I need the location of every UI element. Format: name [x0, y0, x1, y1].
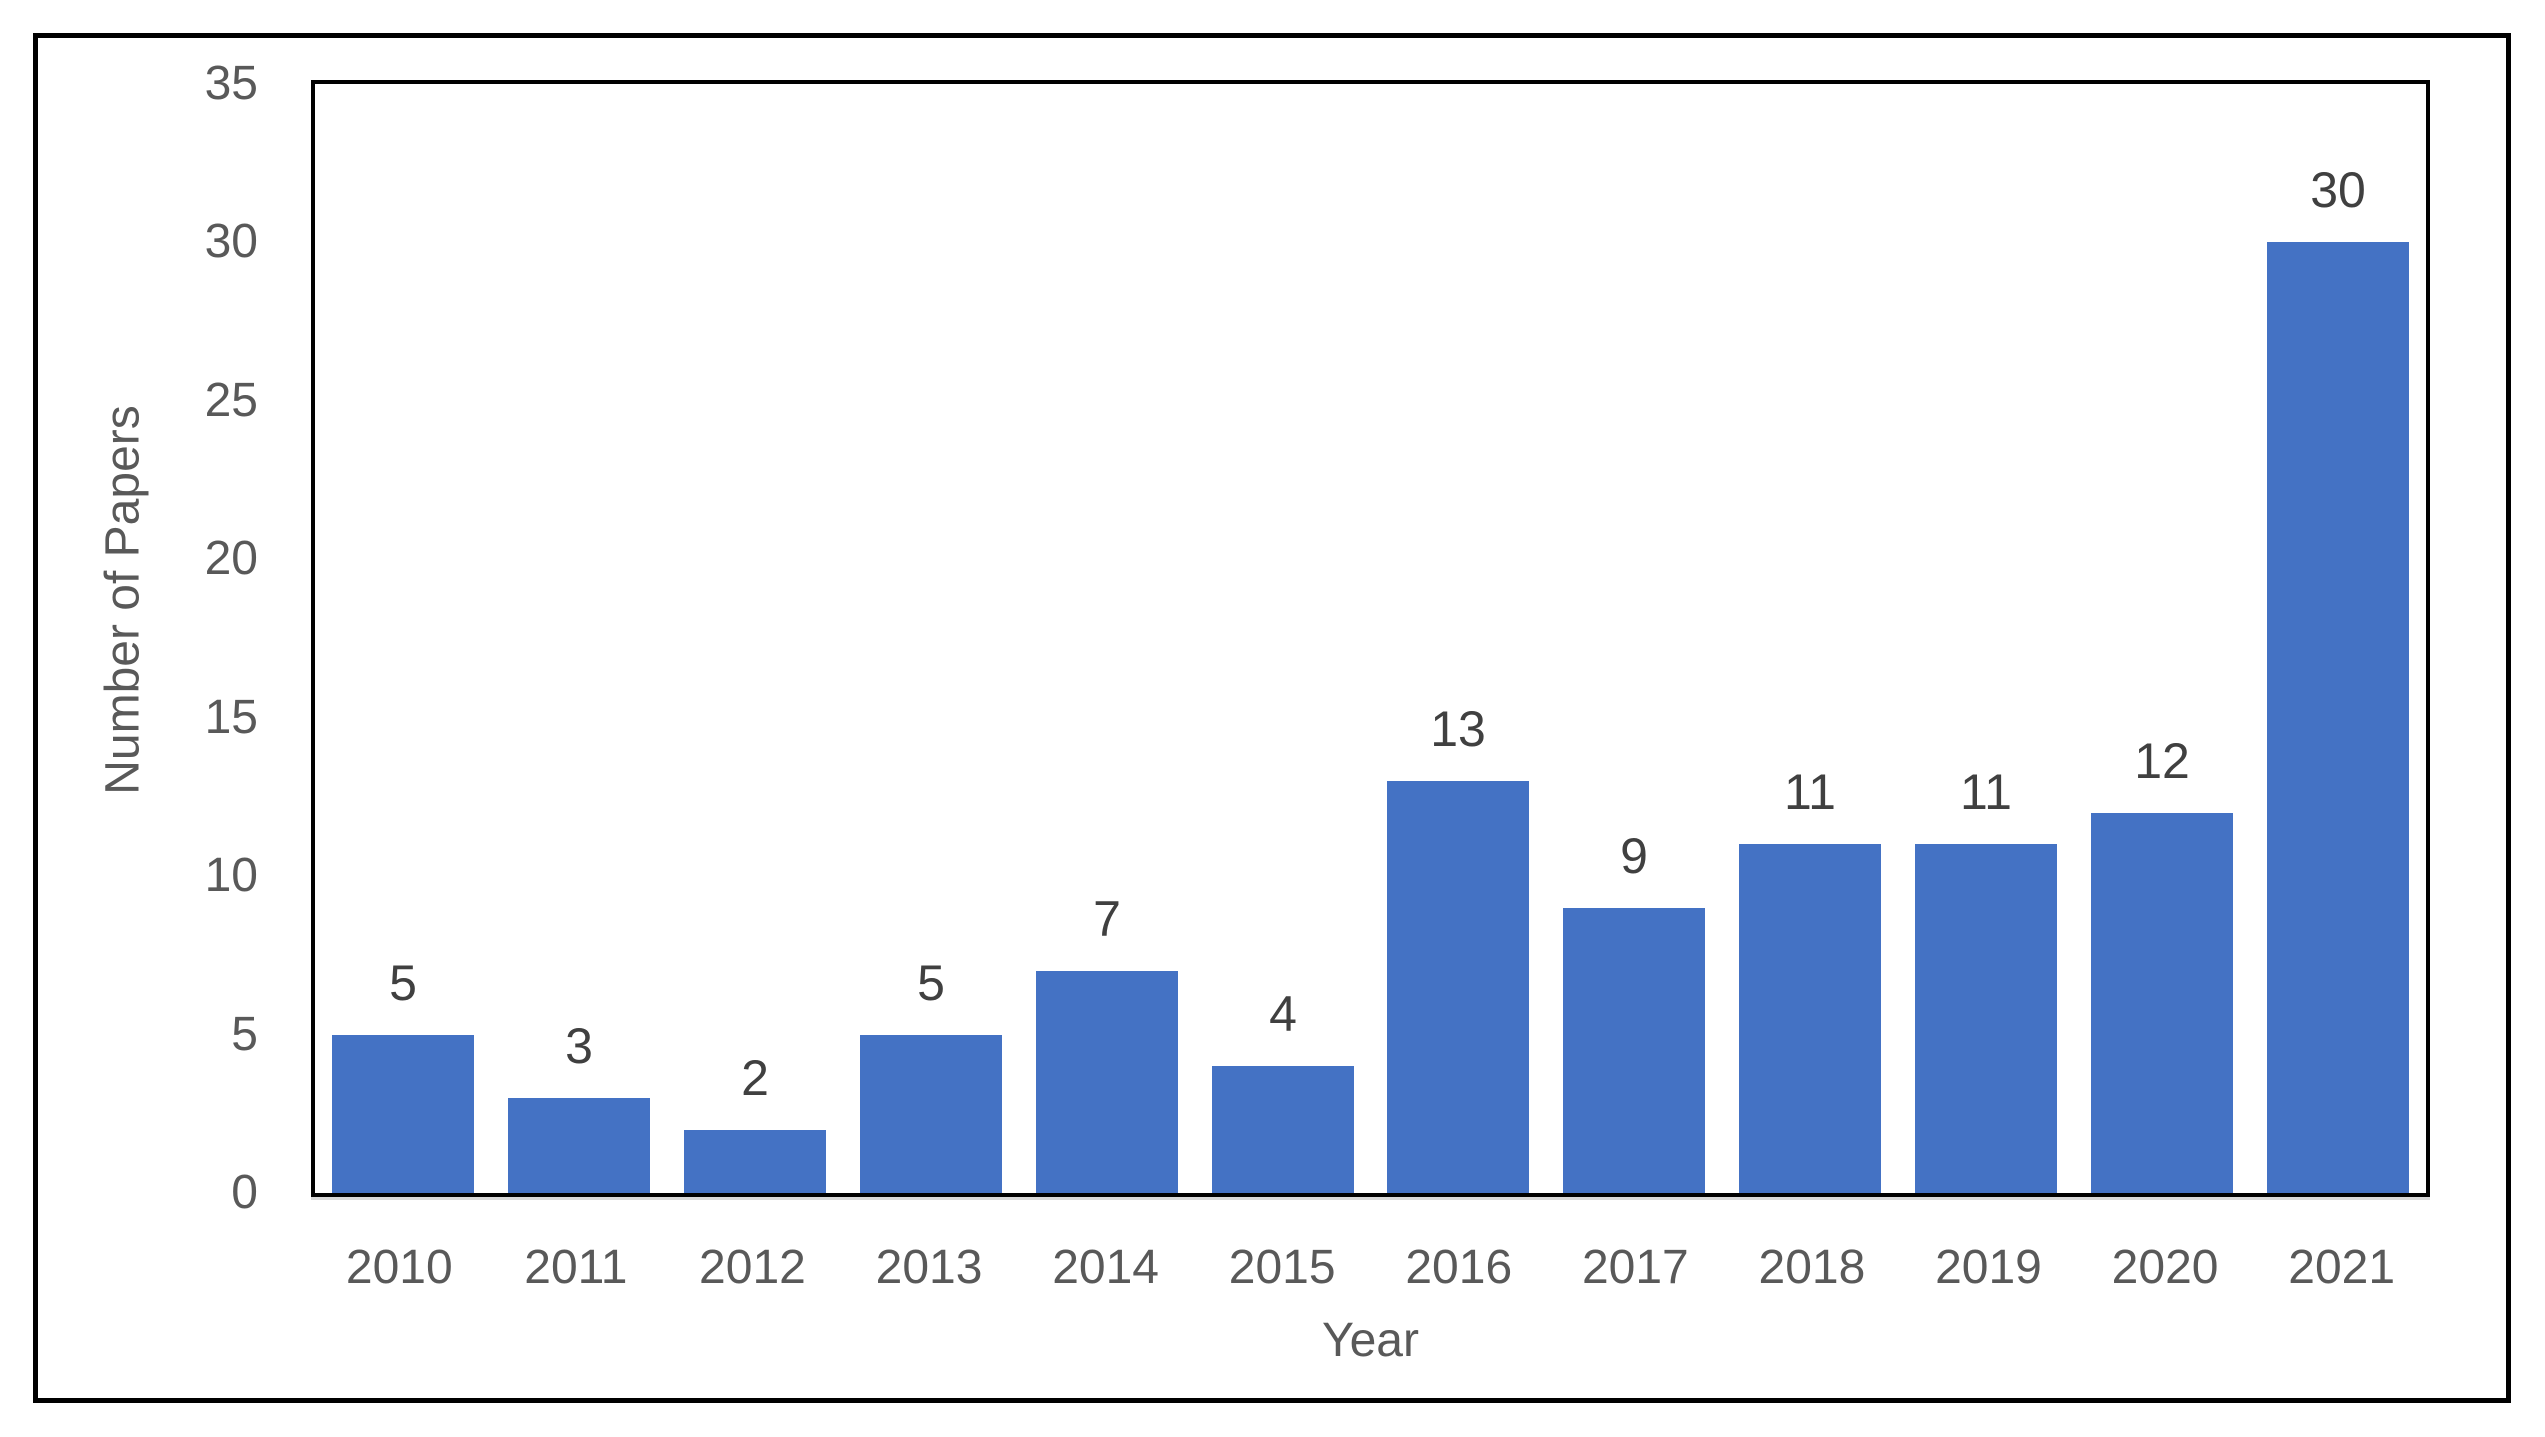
chart-frame: Number of Papers 0 5 10 15 20 25 30 35 5 3 2 5 7 4 13… [33, 33, 2511, 1403]
y-axis-tick-label: 10 [204, 849, 258, 902]
y-axis-tick-label: 25 [204, 374, 258, 427]
bar [1739, 844, 1881, 1193]
bar-value-label: 11 [1960, 764, 2012, 820]
bar [860, 1035, 1002, 1193]
x-axis-tick-label: 2013 [875, 1241, 983, 1294]
x-axis-tick-label: 2011 [524, 1241, 628, 1294]
x-axis-tick-label: 2021 [2288, 1241, 2396, 1294]
bar [684, 1130, 826, 1193]
y-axis-tick-label: 35 [204, 57, 258, 110]
bar-value-label: 11 [1784, 764, 1836, 820]
y-axis-tick-label: 0 [231, 1166, 258, 1219]
x-axis-tick-label: 2019 [1935, 1241, 2042, 1294]
bar [508, 1098, 650, 1193]
x-axis-tick-label: 2012 [699, 1241, 806, 1294]
y-axis-tick-labels: 0 5 10 15 20 25 30 35 [78, 38, 258, 1398]
bar-value-label: 7 [1093, 891, 1121, 947]
bar-value-label: 5 [389, 955, 417, 1011]
bar [1387, 781, 1529, 1193]
x-axis-tick-label: 2016 [1405, 1241, 1513, 1294]
x-axis-tick-label: 2014 [1052, 1241, 1159, 1294]
bar-value-label: 4 [1269, 986, 1297, 1042]
y-axis-tick-label: 5 [231, 1008, 258, 1061]
x-axis-tick-label: 2020 [2111, 1241, 2219, 1294]
bar-value-label: 12 [2134, 733, 2190, 789]
bar [2267, 242, 2409, 1193]
bar [1915, 844, 2057, 1193]
plot-area: 5 3 2 5 7 4 13 9 11 11 12 30 [311, 80, 2430, 1197]
bar-value-label: 9 [1620, 828, 1648, 884]
x-axis-tick-labels: 2010 2011 2012 2013 2014 2015 2016 2017 2018 2019… [311, 1238, 2430, 1298]
y-axis-tick-label: 20 [204, 532, 258, 585]
bar [1036, 971, 1178, 1193]
x-axis-tick-label: 2010 [345, 1241, 453, 1294]
x-axis-line [311, 1197, 2430, 1200]
x-axis-tick-label: 2017 [1581, 1241, 1689, 1294]
y-axis-tick-label: 30 [204, 215, 258, 268]
bar [2091, 813, 2233, 1193]
bar-value-label: 30 [2310, 162, 2366, 218]
y-axis-tick-label: 15 [204, 691, 258, 744]
bar-value-label: 13 [1430, 701, 1486, 757]
bar-value-label: 3 [565, 1018, 593, 1074]
bar-value-label: 2 [741, 1050, 769, 1106]
x-axis-tick-label: 2015 [1228, 1241, 1336, 1294]
bar [1563, 908, 1705, 1193]
x-axis-tick-label: 2018 [1758, 1241, 1866, 1294]
bar [332, 1035, 474, 1193]
x-axis-title: Year [1322, 1314, 1419, 1367]
bar [1212, 1066, 1354, 1193]
bar-value-label: 5 [917, 955, 945, 1011]
